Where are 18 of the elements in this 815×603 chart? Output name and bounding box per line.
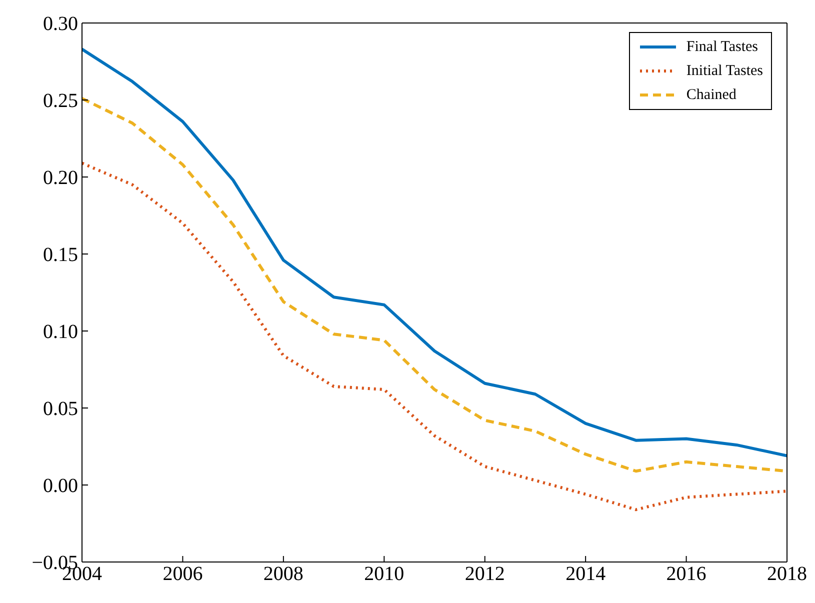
legend-label: Chained — [686, 86, 736, 104]
y-tick-label: 0.30 — [43, 13, 78, 36]
x-tick-label: 2008 — [263, 563, 304, 586]
y-tick-label: 0.05 — [43, 398, 78, 420]
y-tick-label: 0.10 — [43, 321, 78, 344]
line-series — [82, 162, 787, 512]
legend-label: Initial Tastes — [686, 62, 763, 80]
x-tick-label: 2014 — [566, 563, 606, 586]
y-tick-label: 0.00 — [43, 475, 78, 498]
x-tick-label: 2018 — [767, 563, 807, 586]
x-tick-label: 2006 — [162, 563, 203, 586]
x-tick-label: 2012 — [464, 563, 505, 586]
x-tick-label: 2010 — [364, 563, 404, 586]
x-tick-label: 2016 — [666, 563, 706, 586]
legend-label: Final Tastes — [686, 38, 758, 56]
y-tick-label: 0.15 — [43, 244, 78, 266]
y-tick-label: 0.25 — [43, 90, 78, 112]
y-tick-label: 0.20 — [43, 167, 78, 190]
